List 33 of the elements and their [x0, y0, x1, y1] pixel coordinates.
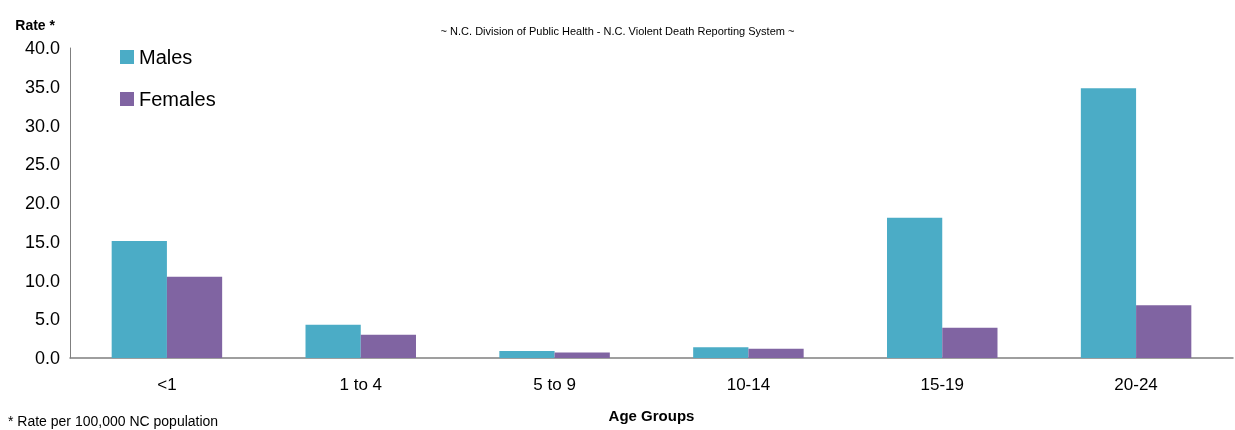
x-tick-label: 10-14 [726, 375, 771, 394]
x-tick-label: <1 [157, 375, 177, 394]
bar [360, 334, 416, 358]
bar [111, 240, 167, 358]
bar [693, 347, 749, 358]
bar [166, 276, 223, 358]
y-tick-label: 25.0 [24, 154, 60, 175]
legend-label: Males [139, 46, 193, 68]
y-tick-label: 30.0 [24, 115, 60, 136]
bar [942, 327, 998, 358]
x-tick-label: 15-19 [920, 375, 964, 394]
y-tick-label: 10.0 [24, 270, 60, 291]
x-tick-label: 20-24 [1114, 375, 1158, 394]
y-axis-title: Rate * [15, 17, 56, 33]
y-tick-label: 15.0 [24, 231, 60, 252]
bar [1136, 305, 1192, 358]
x-tick-label: 5 to 9 [533, 375, 576, 394]
y-tick-label: 40.0 [24, 38, 60, 58]
x-tick-label: 1 to 4 [339, 375, 383, 394]
y-tick-label: 0.0 [34, 348, 60, 368]
y-tick-label: 5.0 [34, 309, 60, 330]
bar [748, 348, 804, 358]
y-tick-label: 35.0 [24, 76, 60, 97]
text: * Rate per 100,000 NC population [8, 413, 219, 429]
bar [499, 351, 555, 358]
chart-subtitle: ~ N.C. Division of Public Health - N.C. Violent Death Reporting System ~ [440, 24, 795, 37]
bar [305, 324, 361, 358]
x-axis-title: Age Groups [608, 407, 695, 424]
bar [1080, 88, 1137, 358]
bar [554, 352, 610, 358]
y-tick-label: 20.0 [24, 193, 60, 213]
legend-label: Females [139, 88, 216, 110]
bar [887, 217, 943, 358]
